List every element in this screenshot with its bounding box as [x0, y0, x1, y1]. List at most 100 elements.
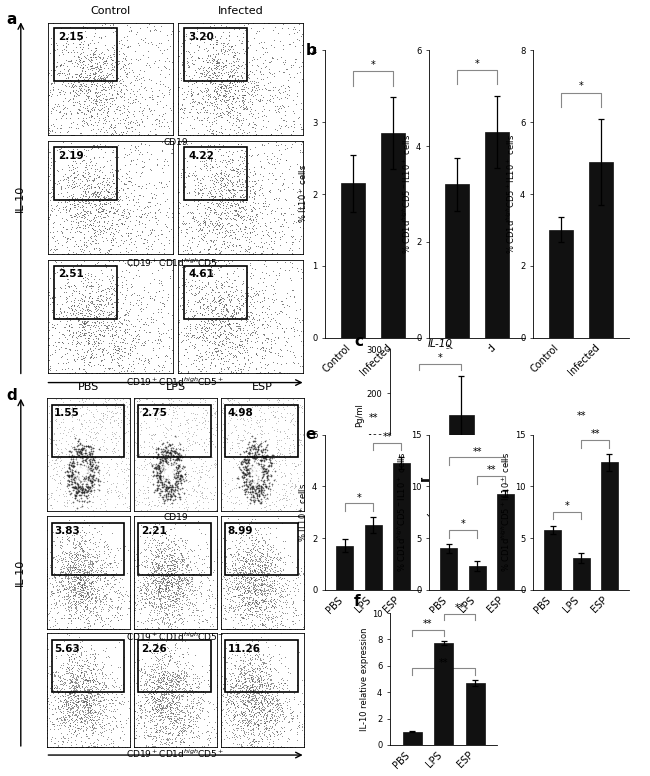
Point [192, 367, 202, 379]
Point [90, 699, 100, 712]
Point [91, 595, 101, 608]
Point [88, 471, 98, 483]
Point [220, 88, 231, 101]
Point [84, 206, 95, 219]
Point [206, 286, 216, 299]
Point [160, 452, 170, 464]
Point [240, 584, 250, 597]
Point [207, 125, 217, 137]
Point [90, 461, 100, 473]
Point [237, 74, 248, 86]
Point [240, 88, 250, 101]
Point [70, 74, 80, 87]
Point [195, 84, 205, 96]
Point [149, 688, 159, 701]
Point [76, 688, 86, 701]
Point [78, 589, 88, 601]
Point [260, 46, 270, 58]
Point [225, 76, 235, 88]
Point [252, 662, 262, 674]
Point [225, 548, 235, 560]
Point [192, 584, 202, 597]
Point [105, 280, 115, 293]
Point [229, 572, 239, 584]
Point [197, 451, 207, 463]
Point [173, 121, 183, 133]
Point [92, 549, 102, 562]
Point [237, 66, 247, 78]
Point [272, 703, 282, 715]
Point [141, 591, 151, 603]
Point [99, 566, 110, 579]
Point [86, 495, 97, 508]
Point [156, 558, 166, 570]
Point [252, 549, 262, 562]
Point [158, 455, 168, 467]
Point [87, 296, 98, 309]
Point [261, 60, 272, 72]
Point [240, 566, 251, 579]
Point [205, 19, 215, 32]
Point [199, 155, 209, 168]
Point [60, 309, 71, 321]
Point [90, 428, 100, 441]
Point [92, 587, 103, 600]
Point [116, 126, 126, 138]
Point [138, 445, 149, 458]
Point [99, 222, 110, 234]
Point [250, 494, 261, 506]
Point [201, 235, 211, 248]
Point [240, 566, 250, 578]
Point [77, 43, 87, 55]
Point [77, 716, 87, 729]
Point [175, 622, 185, 635]
Point [201, 85, 211, 98]
Point [231, 324, 242, 336]
Point [100, 394, 110, 407]
Point [251, 600, 261, 612]
Point [199, 712, 209, 725]
Point [89, 601, 99, 613]
Point [277, 22, 287, 34]
Point [129, 622, 139, 635]
Point [75, 675, 85, 688]
Point [261, 666, 271, 678]
Point [253, 675, 263, 688]
Point [86, 688, 96, 700]
Point [216, 75, 226, 88]
Point [183, 487, 193, 500]
Point [88, 584, 99, 597]
Point [81, 447, 92, 459]
Point [230, 491, 240, 504]
Point [225, 327, 235, 339]
Point [90, 200, 100, 213]
Point [281, 702, 292, 714]
Point [52, 243, 62, 255]
Point [202, 491, 213, 504]
Point [91, 51, 101, 64]
Point [68, 683, 79, 695]
Point [237, 697, 248, 709]
Point [77, 462, 87, 475]
Point [263, 115, 273, 127]
Point [107, 666, 117, 678]
Point [91, 67, 101, 79]
Point [75, 211, 86, 223]
Point [241, 708, 252, 721]
Point [185, 556, 196, 568]
Point [68, 589, 79, 601]
Point [56, 282, 66, 294]
Point [71, 574, 81, 587]
Point [114, 57, 124, 69]
Point [53, 404, 63, 417]
Point [114, 45, 124, 57]
Point [218, 402, 228, 414]
Point [181, 594, 191, 606]
Point [173, 84, 183, 96]
Point [85, 449, 96, 461]
Point [60, 667, 71, 679]
Point [182, 248, 192, 261]
Point [190, 584, 200, 596]
Point [265, 670, 276, 683]
Point [188, 215, 199, 227]
